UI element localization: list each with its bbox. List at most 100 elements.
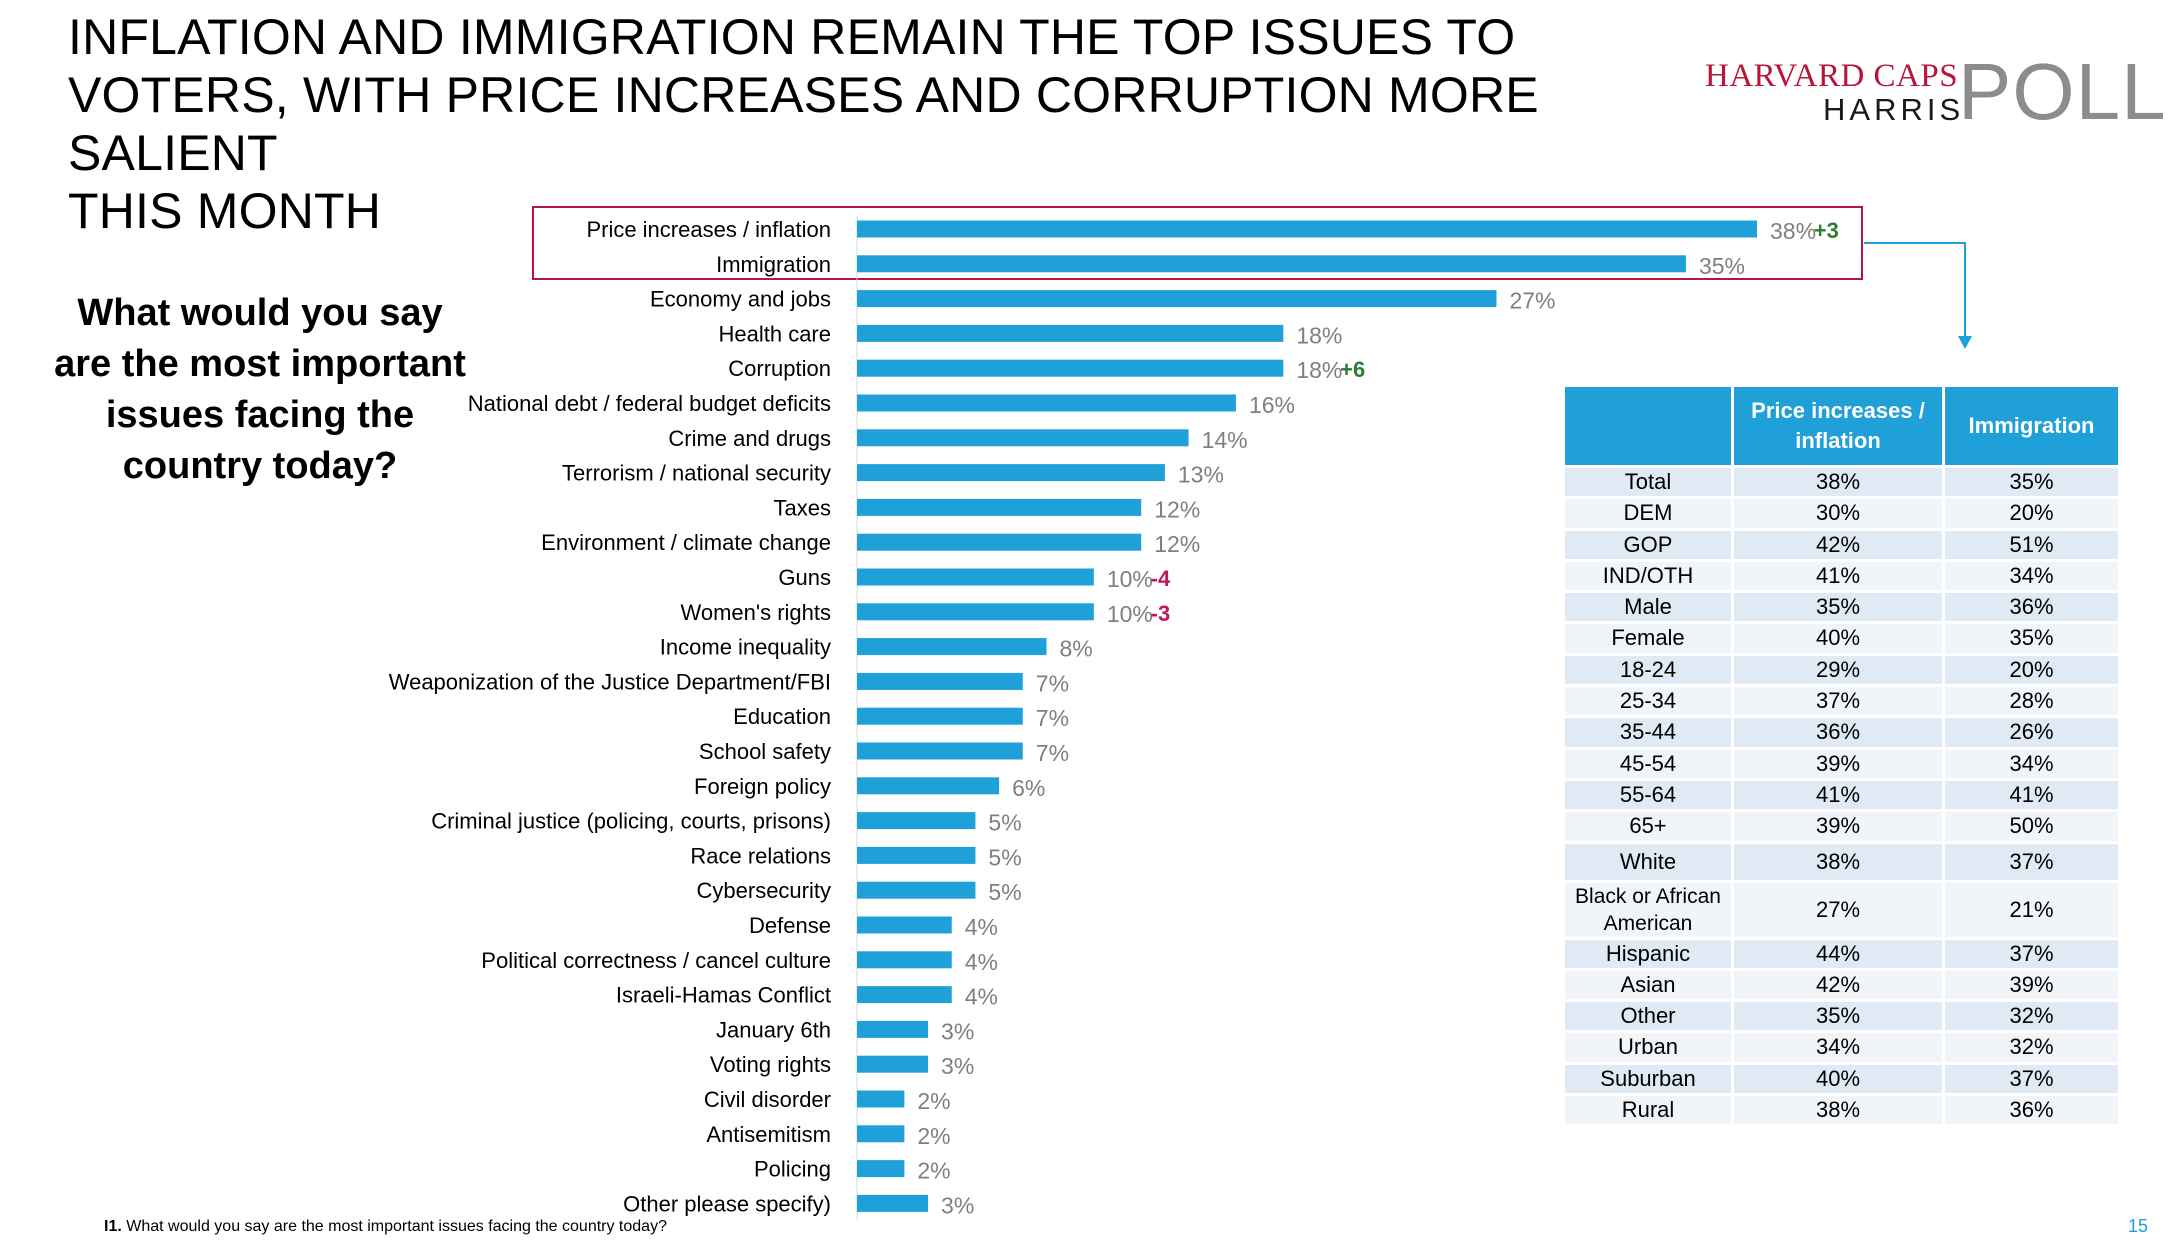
table-row: Other 35% 32%: [1565, 1002, 2118, 1031]
table-row: Male 35% 36%: [1565, 593, 2118, 622]
crosstab: Price increases / inflation Immigration …: [1562, 384, 2121, 1127]
table-cell: 32%: [1945, 1033, 2118, 1062]
category-label: Corruption: [728, 356, 831, 381]
bar: [857, 672, 1023, 690]
category-label: Foreign policy: [694, 774, 831, 799]
table-header-blank: [1565, 387, 1731, 465]
table-row: DEM 30% 20%: [1565, 499, 2118, 528]
table-cell: 41%: [1734, 780, 1942, 810]
table-cell: 21%: [1945, 882, 2118, 937]
bar: [857, 881, 976, 899]
logo-line-2: HARRIS: [1823, 92, 1965, 127]
page-title: INFLATION AND IMMIGRATION REMAIN THE TOP…: [68, 8, 1628, 240]
category-label: Voting rights: [710, 1052, 831, 1077]
bar: [857, 1194, 929, 1212]
value-label: 3%: [941, 1192, 974, 1218]
value-label: 3%: [941, 1053, 974, 1079]
bar: [857, 394, 1236, 412]
table-cell: 26%: [1945, 718, 2118, 747]
category-label: Guns: [778, 565, 831, 590]
category-label: Weaponization of the Justice Department/…: [389, 669, 831, 694]
bar: [857, 324, 1284, 342]
connector-line: [1864, 242, 1966, 340]
table-cell: 37%: [1734, 687, 1942, 716]
category-label: Immigration: [716, 252, 831, 277]
page-number: 15: [2128, 1216, 2149, 1236]
value-label: 5%: [988, 844, 1021, 870]
table-header-immigration: Immigration: [1945, 387, 2118, 465]
value-label: 16%: [1249, 392, 1295, 418]
category-label: Education: [733, 704, 831, 729]
value-label: 7%: [1036, 740, 1069, 766]
bar: [857, 812, 976, 830]
value-label: 5%: [988, 879, 1021, 905]
change-label: +3: [1814, 218, 1839, 243]
table-row-label: Other: [1565, 1002, 1731, 1031]
value-label: 14%: [1202, 427, 1248, 453]
value-label: 18%: [1296, 357, 1342, 383]
title-line: VOTERS, WITH PRICE INCREASES AND CORRUPT…: [68, 67, 1539, 181]
question-line: country today?: [122, 445, 398, 487]
bar: [857, 359, 1284, 377]
bar: [857, 986, 952, 1004]
table-cell: 35%: [1734, 593, 1942, 622]
table-cell: 32%: [1945, 1002, 2118, 1031]
category-label: Israeli-Hamas Conflict: [616, 983, 831, 1008]
table-row: 25-34 37% 28%: [1565, 687, 2118, 716]
table-cell: 42%: [1734, 530, 1942, 559]
table-cell: 44%: [1734, 939, 1942, 968]
bar: [857, 742, 1023, 760]
table-cell: 37%: [1945, 939, 2118, 968]
bar: [857, 1125, 905, 1143]
value-label: 6%: [1012, 775, 1045, 801]
bar: [857, 255, 1686, 273]
value-label: 5%: [988, 810, 1021, 836]
category-label: Price increases / inflation: [586, 217, 831, 242]
bar: [857, 1055, 929, 1073]
table-row: IND/OTH 41% 34%: [1565, 561, 2118, 591]
title-line: INFLATION AND IMMIGRATION REMAIN THE TOP…: [68, 9, 1516, 65]
table-cell: 35%: [1945, 468, 2118, 497]
table-cell: 40%: [1734, 624, 1942, 653]
footnote: I1. What would you say are the most impo…: [104, 1218, 667, 1236]
category-label: Civil disorder: [704, 1087, 831, 1112]
bar: [857, 498, 1142, 516]
value-label: 2%: [917, 1158, 950, 1184]
table-row-label: 18-24: [1565, 655, 1731, 685]
change-label: -3: [1151, 601, 1171, 626]
table-row-label: Rural: [1565, 1096, 1731, 1125]
table-cell: 37%: [1945, 843, 2118, 880]
table-cell: 36%: [1945, 1096, 2118, 1125]
bar: [857, 568, 1094, 586]
question-line: What would you say: [77, 292, 443, 334]
table-row-label: 45-54: [1565, 749, 1731, 778]
bar: [857, 533, 1142, 551]
value-label: 38%: [1770, 218, 1816, 244]
table-row-label: Suburban: [1565, 1064, 1731, 1094]
table-cell: 34%: [1945, 749, 2118, 778]
bar: [857, 777, 1000, 795]
category-label: Race relations: [690, 843, 831, 868]
table-row-label: Female: [1565, 624, 1731, 653]
table-row: Urban 34% 32%: [1565, 1033, 2118, 1062]
table-row-label: 65+: [1565, 812, 1731, 841]
table-cell: 35%: [1945, 624, 2118, 653]
value-label: 4%: [965, 914, 998, 940]
category-label: Environment / climate change: [541, 530, 831, 555]
category-label: Defense: [749, 913, 831, 938]
category-label: School safety: [699, 739, 831, 764]
table-cell: 34%: [1945, 561, 2118, 591]
value-label: 7%: [1036, 705, 1069, 731]
value-label: 8%: [1059, 636, 1092, 662]
table-row: Female 40% 35%: [1565, 624, 2118, 653]
table-cell: 20%: [1945, 655, 2118, 685]
bar: [857, 603, 1094, 621]
question-line: issues facing the: [105, 394, 415, 436]
table-row-label: Urban: [1565, 1033, 1731, 1062]
table-row-label: Hispanic: [1565, 939, 1731, 968]
table-row: 65+ 39% 50%: [1565, 812, 2118, 841]
category-label: Cybersecurity: [697, 878, 831, 903]
bar: [857, 951, 952, 969]
value-label: 7%: [1036, 670, 1069, 696]
